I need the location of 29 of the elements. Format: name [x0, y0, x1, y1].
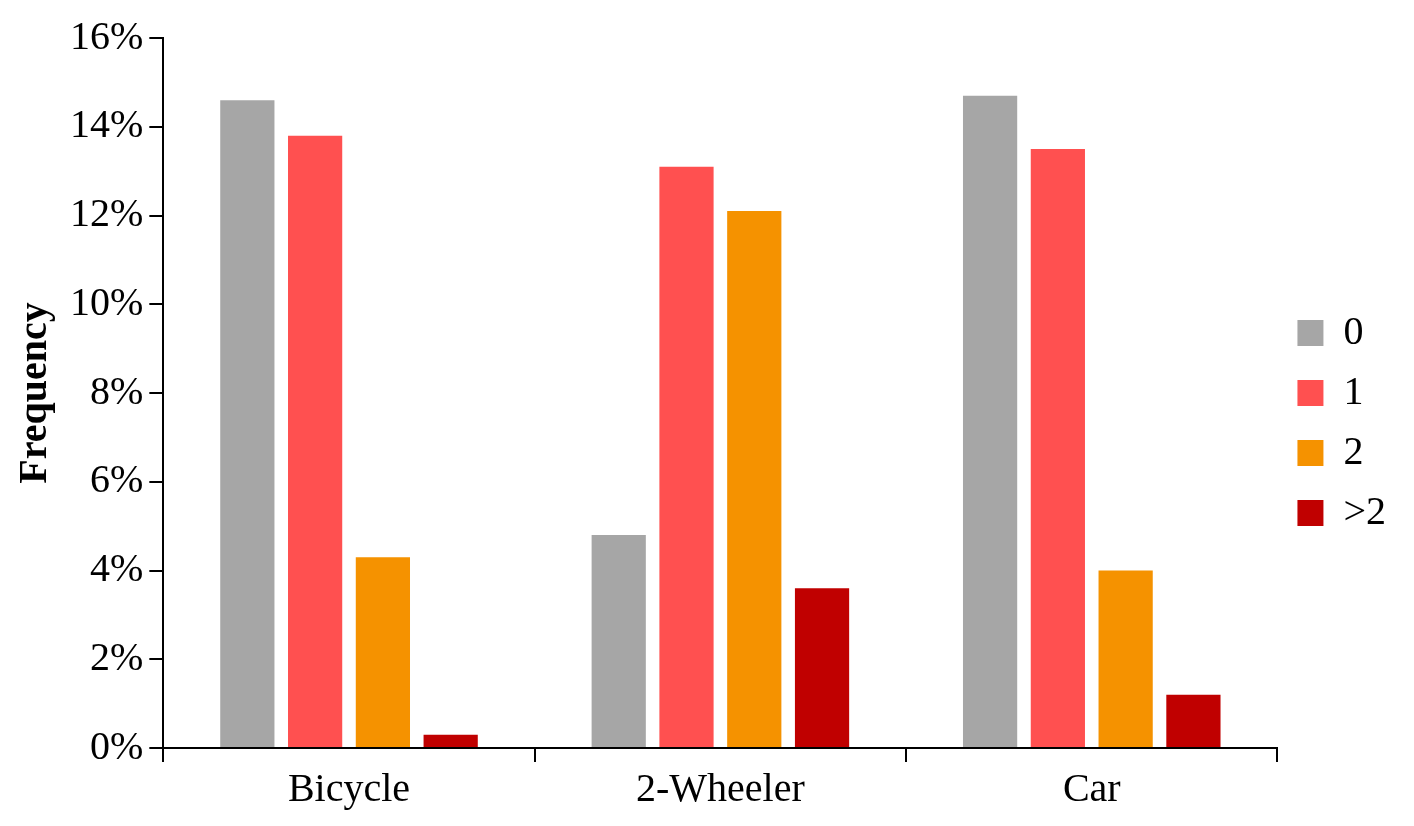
y-tick-label: 10% [69, 278, 144, 324]
bar [423, 734, 478, 747]
bar [288, 135, 343, 747]
y-tick-label: 0% [89, 722, 144, 768]
y-tick-label: 16% [69, 12, 144, 58]
x-tick-label: 2-Wheeler [635, 764, 805, 810]
bar [659, 166, 714, 747]
x-tick-label: Bicycle [287, 764, 411, 810]
bar [727, 211, 782, 747]
y-tick-label: 12% [69, 190, 144, 235]
y-tick-label: 8% [89, 367, 144, 413]
bar [220, 100, 275, 747]
bar [355, 557, 411, 747]
y-tick-label: 2% [89, 633, 144, 679]
bar [591, 535, 646, 747]
x-tick-label: Car [1062, 764, 1121, 810]
bar [1030, 148, 1085, 747]
legend-label: 0 [1343, 307, 1364, 353]
legend-label: >2 [1343, 487, 1386, 533]
bar [962, 95, 1018, 747]
y-tick-label: 4% [89, 545, 144, 590]
y-tick-label: 6% [89, 456, 144, 502]
y-tick-label: 14% [69, 101, 144, 147]
y-axis-title: Frequency [10, 302, 56, 484]
legend-label: 2 [1343, 427, 1364, 473]
bar [794, 588, 850, 747]
bar [1166, 694, 1221, 747]
bar [1098, 570, 1153, 747]
legend-label: 1 [1343, 367, 1364, 413]
